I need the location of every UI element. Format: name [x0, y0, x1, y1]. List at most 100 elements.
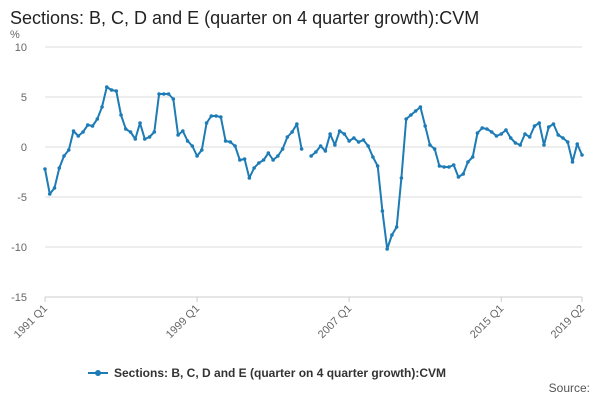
- data-point[interactable]: [166, 92, 171, 96]
- data-point[interactable]: [133, 137, 138, 141]
- data-point[interactable]: [542, 143, 546, 147]
- data-point[interactable]: [480, 126, 485, 130]
- data-point[interactable]: [447, 165, 451, 169]
- data-point[interactable]: [261, 158, 266, 162]
- data-point[interactable]: [123, 127, 128, 131]
- data-point[interactable]: [352, 136, 356, 140]
- data-point[interactable]: [551, 122, 556, 126]
- data-point[interactable]: [176, 133, 180, 137]
- data-point[interactable]: [508, 136, 513, 140]
- data-point[interactable]: [404, 117, 408, 121]
- data-point[interactable]: [214, 114, 218, 118]
- data-point[interactable]: [513, 141, 518, 145]
- data-point[interactable]: [546, 125, 551, 129]
- data-point[interactable]: [518, 143, 523, 147]
- data-point[interactable]: [171, 97, 176, 101]
- data-point[interactable]: [81, 130, 85, 134]
- data-point[interactable]: [390, 233, 394, 237]
- data-point[interactable]: [527, 135, 532, 139]
- data-point[interactable]: [138, 121, 142, 125]
- data-point[interactable]: [337, 129, 342, 133]
- data-point[interactable]: [318, 144, 323, 148]
- data-point[interactable]: [380, 209, 385, 213]
- data-point[interactable]: [185, 139, 190, 143]
- data-point[interactable]: [342, 132, 347, 136]
- data-point[interactable]: [195, 154, 199, 158]
- data-point[interactable]: [499, 132, 504, 136]
- data-point[interactable]: [157, 92, 161, 96]
- data-point[interactable]: [356, 140, 361, 144]
- data-point[interactable]: [485, 127, 489, 131]
- data-point[interactable]: [238, 158, 242, 162]
- data-point[interactable]: [413, 109, 418, 113]
- data-point[interactable]: [461, 172, 465, 176]
- data-point[interactable]: [62, 154, 66, 158]
- data-point[interactable]: [147, 135, 152, 139]
- data-point[interactable]: [451, 163, 456, 167]
- data-point[interactable]: [76, 134, 81, 138]
- legend[interactable]: Sections: B, C, D and E (quarter on 4 qu…: [88, 366, 446, 380]
- data-point[interactable]: [109, 88, 114, 92]
- data-point[interactable]: [219, 115, 223, 119]
- data-point[interactable]: [290, 130, 294, 134]
- data-point[interactable]: [409, 113, 413, 117]
- data-point[interactable]: [100, 105, 104, 109]
- data-point[interactable]: [489, 130, 494, 134]
- data-point[interactable]: [314, 150, 318, 154]
- data-point[interactable]: [285, 135, 290, 139]
- data-point[interactable]: [323, 149, 328, 153]
- data-point[interactable]: [432, 147, 437, 151]
- data-point[interactable]: [328, 132, 332, 136]
- data-point[interactable]: [494, 134, 499, 138]
- data-point[interactable]: [299, 147, 304, 151]
- data-point[interactable]: [43, 167, 47, 171]
- data-point[interactable]: [190, 144, 195, 148]
- data-point[interactable]: [385, 247, 389, 251]
- data-point[interactable]: [371, 155, 375, 159]
- data-point[interactable]: [309, 154, 313, 158]
- data-point[interactable]: [247, 176, 252, 180]
- data-point[interactable]: [71, 129, 76, 133]
- data-point[interactable]: [394, 225, 399, 229]
- data-point[interactable]: [428, 143, 432, 147]
- data-point[interactable]: [561, 136, 565, 140]
- data-point[interactable]: [470, 155, 475, 159]
- data-point[interactable]: [423, 124, 427, 128]
- data-point[interactable]: [181, 129, 185, 133]
- data-point[interactable]: [418, 105, 423, 109]
- data-point[interactable]: [266, 151, 271, 155]
- data-point[interactable]: [437, 164, 442, 168]
- data-point[interactable]: [361, 138, 366, 142]
- data-point[interactable]: [119, 113, 123, 117]
- data-point[interactable]: [66, 148, 71, 152]
- data-point[interactable]: [85, 123, 90, 127]
- data-point[interactable]: [242, 157, 247, 161]
- data-point[interactable]: [556, 133, 561, 137]
- data-point[interactable]: [52, 186, 57, 190]
- data-point[interactable]: [204, 121, 209, 125]
- data-point[interactable]: [252, 166, 256, 170]
- data-point[interactable]: [142, 137, 147, 141]
- data-point[interactable]: [532, 124, 537, 128]
- data-point[interactable]: [280, 147, 285, 151]
- data-point[interactable]: [565, 140, 570, 144]
- data-point[interactable]: [537, 121, 542, 125]
- data-point[interactable]: [475, 131, 480, 135]
- data-point[interactable]: [271, 158, 275, 162]
- data-point[interactable]: [399, 176, 404, 180]
- data-point[interactable]: [580, 153, 584, 157]
- data-point[interactable]: [295, 122, 299, 126]
- data-point[interactable]: [200, 148, 204, 152]
- data-point[interactable]: [209, 114, 214, 118]
- data-point[interactable]: [152, 130, 157, 134]
- data-point[interactable]: [575, 142, 580, 146]
- data-point[interactable]: [162, 92, 166, 96]
- data-point[interactable]: [276, 154, 280, 158]
- data-point[interactable]: [228, 140, 233, 144]
- data-point[interactable]: [347, 139, 351, 143]
- data-point[interactable]: [233, 144, 237, 148]
- data-point[interactable]: [570, 160, 575, 164]
- data-point[interactable]: [523, 132, 527, 136]
- data-point[interactable]: [114, 89, 119, 93]
- data-point[interactable]: [442, 165, 446, 169]
